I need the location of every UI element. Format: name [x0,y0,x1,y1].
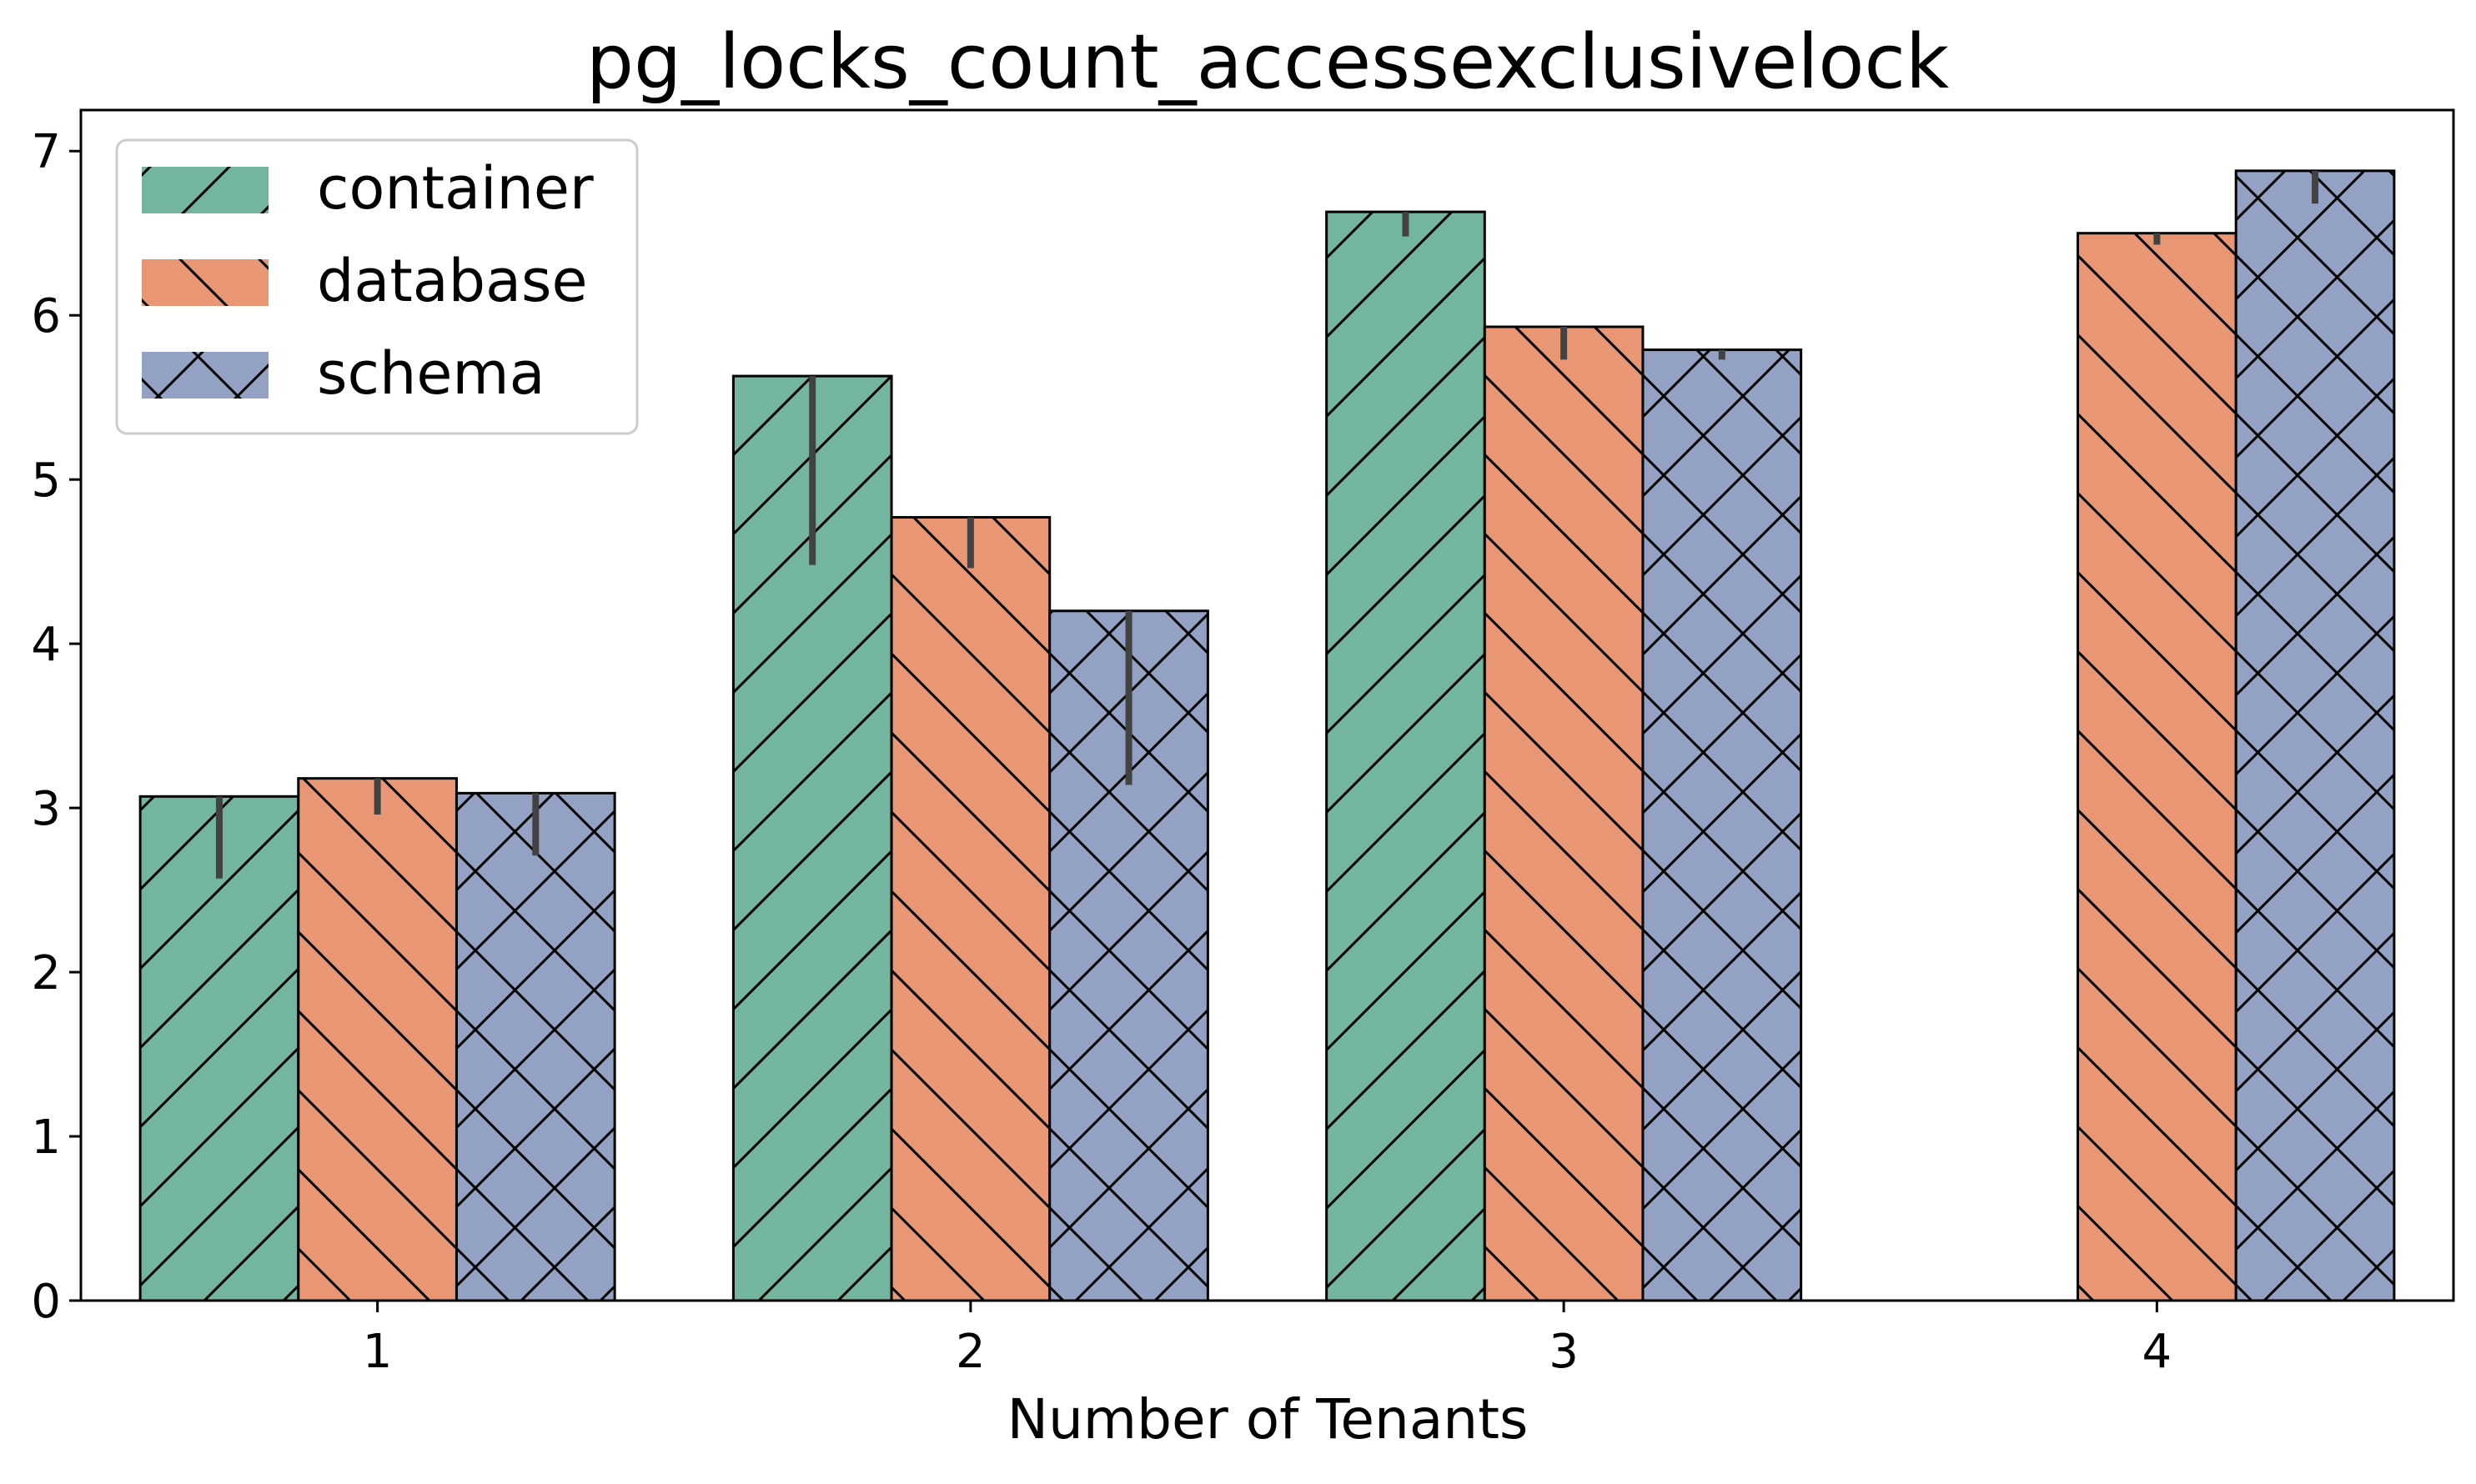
bar-hatch-schema-3 [1641,348,1803,1302]
x-tick-label: 4 [2142,1325,2172,1379]
legend: container database schema [115,138,639,435]
legend-label-container: container [317,154,594,223]
bar-hatch-container-1 [138,795,300,1302]
y-tick-label: 5 [31,454,61,508]
legend-label-database: database [317,247,588,315]
legend-items: container database schema [142,154,594,408]
y-axis: 0 1 2 3 4 5 6 7 [31,125,81,1329]
bar-hatch-container-3 [1325,210,1486,1302]
y-tick-label: 6 [31,289,61,343]
x-axis-label: Number of Tenants [1007,1387,1529,1451]
bar-hatch-schema-1 [455,791,616,1302]
bar-hatch-database-1 [297,777,458,1302]
y-tick-label: 3 [31,782,61,836]
plot-area-frame [79,108,2455,1302]
legend-swatch-hatch-database [142,259,269,306]
y-tick-label: 1 [31,1110,61,1165]
legend-swatch-hatch-container [142,167,269,213]
x-tick-label: 2 [956,1325,986,1379]
bar-hatch-schema-4 [2234,169,2396,1302]
x-axis: 1 2 3 4 [363,1301,2172,1379]
y-tick-label: 7 [31,125,61,179]
y-tick-label: 4 [31,618,61,672]
y-tick-label: 0 [31,1275,61,1329]
bar-hatch-database-3 [1483,325,1645,1302]
legend-swatch-hatch-schema [142,352,269,399]
bars-layer [138,169,2396,1302]
bar-hatch-database-4 [2077,232,2237,1302]
error-bars-layer [215,170,2319,879]
chart-title: pg_locks_count_accessexclusivelock [586,18,1949,106]
x-tick-label: 1 [363,1325,393,1379]
x-tick-label: 3 [1549,1325,1579,1379]
bar-hatch-database-2 [890,515,1052,1302]
y-tick-label: 2 [31,946,61,1000]
legend-label-schema: schema [317,339,545,408]
